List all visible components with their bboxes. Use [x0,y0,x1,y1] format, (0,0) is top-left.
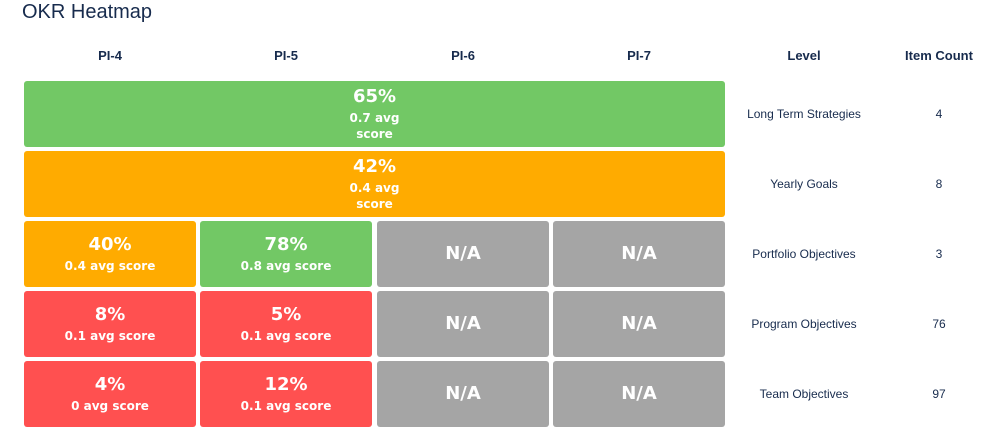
row-level-label: Team Objectives [759,387,849,401]
cell-avg-score: 0.7 avg score [349,111,400,141]
cell-percentage: 5% [270,304,302,325]
heatmap-cell[interactable]: N/A [553,361,725,427]
heatmap-cell[interactable]: 4% 0 avg score [24,361,196,427]
heatmap-cell[interactable]: N/A [377,291,549,357]
row-item-count: 3 [935,247,943,261]
heatmap-cell[interactable]: N/A [377,221,549,287]
heatmap-cell[interactable]: N/A [553,291,725,357]
cell-percentage: 4% [94,374,126,395]
cell-avg-score: 0.4 avg score [64,259,156,273]
heatmap-cell[interactable]: 12% 0.1 avg score [200,361,372,427]
row-level-label: Portfolio Objectives [752,247,856,261]
heatmap-cell[interactable]: 42% 0.4 avg score [24,151,725,217]
cell-avg-score: 0.4 avg score [349,181,400,211]
cell-percentage: 42% [352,156,397,177]
column-header-pi-7: PI-7 [627,48,651,63]
row-item-count: 8 [935,177,943,191]
cell-na-label: N/A [445,383,481,404]
column-header-pi-5: PI-5 [274,48,298,63]
cell-avg-score: 0.1 avg score [240,399,332,413]
cell-na-label: N/A [621,383,657,404]
heatmap-cell[interactable]: 8% 0.1 avg score [24,291,196,357]
cell-avg-score: 0.1 avg score [64,329,156,343]
cell-percentage: 8% [94,304,126,325]
page-title: OKR Heatmap [22,1,153,23]
row-level-label: Program Objectives [751,317,857,331]
row-item-count: 4 [935,107,943,121]
cell-na-label: N/A [445,313,481,334]
row-item-count: 76 [932,317,946,331]
row-level-label: Long Term Strategies [747,107,861,121]
cell-avg-score: 0.8 avg score [240,259,332,273]
cell-percentage: 65% [352,86,397,107]
row-level-label: Yearly Goals [770,177,838,191]
row-item-count: 97 [932,387,946,401]
cell-na-label: N/A [445,243,481,264]
cell-percentage: 12% [264,374,308,395]
heatmap-cell[interactable]: 40% 0.4 avg score [24,221,196,287]
heatmap-cell[interactable]: N/A [377,361,549,427]
heatmap-cell[interactable]: 5% 0.1 avg score [200,291,372,357]
cell-percentage: 78% [264,234,308,255]
cell-avg-score: 0 avg score [71,399,149,413]
heatmap-cell[interactable]: 78% 0.8 avg score [200,221,372,287]
cell-na-label: N/A [621,243,657,264]
column-header-pi-4: PI-4 [98,48,122,63]
cell-avg-score: 0.1 avg score [240,329,332,343]
cell-percentage: 40% [88,234,132,255]
column-header-item-count: Item Count [905,48,973,63]
column-header-level: Level [787,48,821,63]
column-header-pi-6: PI-6 [451,48,475,63]
heatmap-cell[interactable]: 65% 0.7 avg score [24,81,725,147]
cell-na-label: N/A [621,313,657,334]
heatmap-cell[interactable]: N/A [553,221,725,287]
